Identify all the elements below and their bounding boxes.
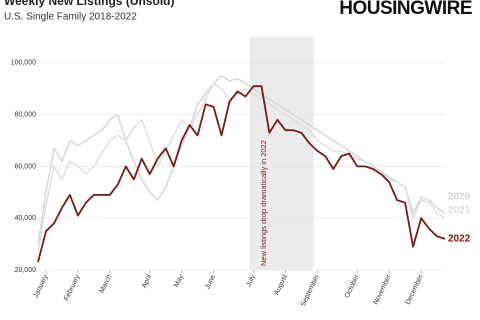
x-tick-label: October (344, 273, 361, 299)
annotation: New listings drop dramatically in 2022 (259, 140, 268, 266)
y-tick-label: 40,000 (15, 215, 37, 222)
x-tick-label: June (204, 274, 217, 291)
x-tick-label: July (245, 273, 257, 288)
y-tick-label: 60,000 (15, 163, 37, 170)
chart-title: Weekly New Listings (Unsold) (4, 0, 174, 8)
y-tick-label: 100,000 (11, 60, 36, 67)
y-tick-label: 80,000 (15, 112, 37, 119)
x-tick-label: November (373, 273, 393, 306)
series-line (37, 85, 446, 263)
series-line (37, 82, 446, 253)
y-tick-label: 20,000 (15, 267, 37, 274)
series-label: 2020 (448, 192, 471, 203)
x-tick-label: February (63, 273, 81, 302)
x-tick-label: December (405, 273, 425, 306)
brand-logo: HOUSINGWIRE (339, 0, 472, 19)
x-tick-label: May (173, 273, 185, 288)
highlight-band (249, 37, 314, 270)
series-label: 2022 (448, 234, 471, 245)
x-tick-label: August (273, 274, 289, 297)
x-tick-label: March (99, 274, 114, 295)
series-label: 2021 (448, 205, 471, 216)
series-line (37, 75, 446, 245)
x-tick-label: April (141, 273, 153, 289)
x-tick-label: September (300, 273, 321, 308)
chart-subtitle: U.S. Single Family 2018-2022 (4, 12, 137, 23)
x-tick-label: January (33, 273, 50, 299)
